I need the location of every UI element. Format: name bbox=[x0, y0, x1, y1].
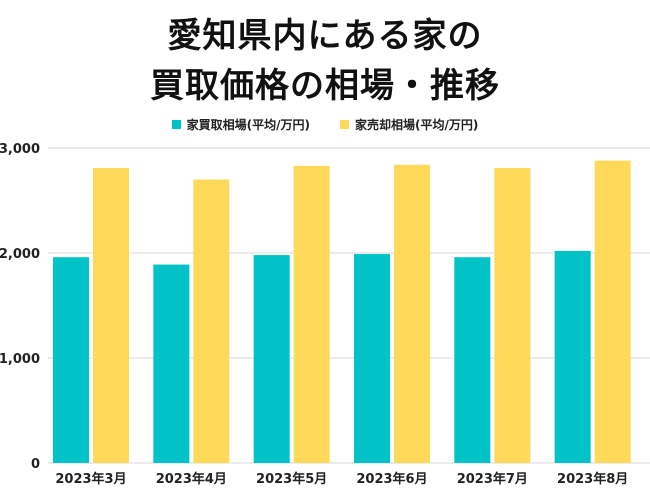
legend-label-buy: 家買取相場(平均/万円) bbox=[186, 118, 310, 132]
y-tick-label: 0 bbox=[31, 457, 40, 472]
bar-buy bbox=[354, 254, 390, 463]
bar-buy bbox=[253, 255, 290, 463]
bar-sell bbox=[293, 165, 330, 463]
legend-label-sell: 家売却相場(平均/万円) bbox=[355, 118, 479, 132]
x-tick-label: 2023年5月 bbox=[256, 471, 327, 487]
x-tick-label: 2023年7月 bbox=[457, 471, 528, 487]
chart-title-line2: 買取価格の相場・推移 bbox=[150, 66, 500, 106]
legend-swatch-buy bbox=[171, 120, 181, 129]
bar-buy bbox=[554, 250, 591, 463]
x-tick-label: 2023年6月 bbox=[356, 471, 427, 487]
legend-swatch-sell bbox=[340, 120, 349, 129]
x-tick-label: 2023年8月 bbox=[557, 471, 628, 487]
bar-sell bbox=[193, 179, 230, 463]
legend-item-sell: 家売却相場(平均/万円) bbox=[340, 116, 478, 133]
y-tick-label: 1,000 bbox=[0, 352, 40, 367]
bar-buy bbox=[153, 264, 190, 463]
x-tick-label: 2023年3月 bbox=[55, 471, 126, 487]
bar-sell bbox=[93, 167, 129, 463]
bar-buy bbox=[53, 257, 89, 463]
legend: 家買取相場(平均/万円) 家売却相場(平均/万円) bbox=[0, 116, 650, 133]
x-tick-label: 2023年4月 bbox=[156, 471, 227, 487]
y-tick-label: 3,000 bbox=[0, 142, 40, 157]
legend-item-buy: 家買取相場(平均/万円) bbox=[171, 116, 310, 133]
chart-title-line1: 愛知県内にある家の bbox=[167, 16, 483, 56]
bar-buy bbox=[454, 257, 491, 463]
bar-sell bbox=[494, 167, 531, 463]
y-tick-label: 2,000 bbox=[0, 247, 40, 262]
bar-sell bbox=[594, 160, 631, 463]
bar-sell bbox=[394, 164, 430, 464]
